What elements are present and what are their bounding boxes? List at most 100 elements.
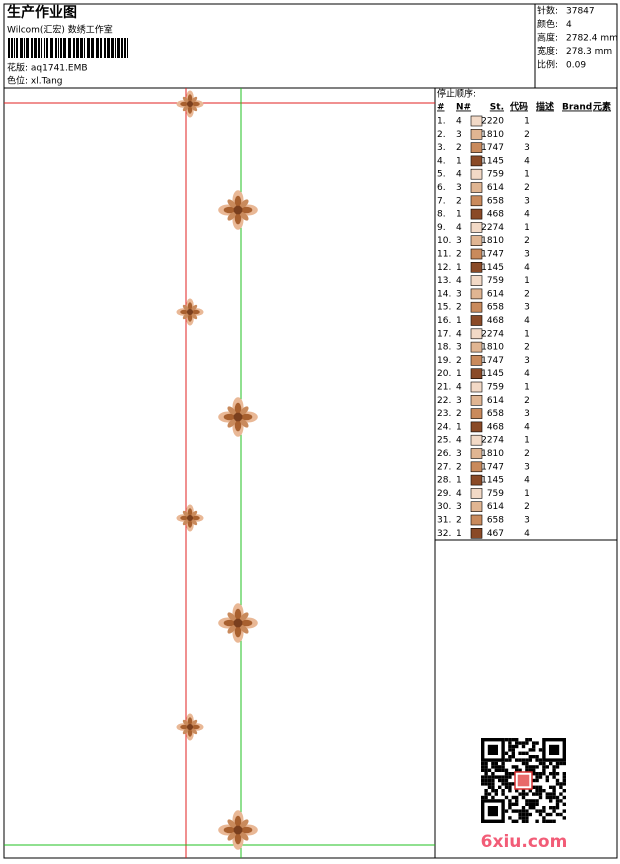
qr-cell bbox=[532, 741, 536, 745]
petal bbox=[234, 402, 242, 416]
qr-cell bbox=[484, 782, 488, 786]
title: 生产作业图 bbox=[7, 4, 77, 21]
qr-cell bbox=[504, 782, 509, 786]
stitch-count: 1810 bbox=[481, 449, 504, 459]
qr-cell bbox=[538, 795, 543, 800]
color-swatch bbox=[470, 328, 483, 340]
qr-cell bbox=[528, 758, 532, 762]
row-index: 16. bbox=[437, 316, 451, 326]
qr-cell bbox=[562, 772, 566, 776]
needle: 1 bbox=[456, 422, 462, 432]
qr-cell bbox=[494, 768, 498, 772]
qr-cell bbox=[481, 795, 485, 800]
qr-cell bbox=[545, 778, 549, 783]
row-index: 20. bbox=[437, 369, 451, 379]
stitch-count: 614 bbox=[487, 183, 504, 193]
stitch-count: 1145 bbox=[481, 369, 504, 379]
row-index: 19. bbox=[437, 356, 451, 366]
code: 1 bbox=[524, 383, 530, 393]
stitch-count: 2274 bbox=[481, 436, 504, 446]
qr-cell bbox=[549, 761, 553, 766]
qr-cell bbox=[528, 748, 532, 752]
qr-cell bbox=[535, 792, 539, 796]
qr-cell bbox=[501, 768, 505, 772]
qr-cell bbox=[501, 765, 505, 769]
row-index: 14. bbox=[437, 289, 451, 299]
qr-cell bbox=[555, 765, 560, 769]
code: 3 bbox=[524, 409, 530, 419]
qr-cell bbox=[501, 778, 505, 783]
leaf bbox=[239, 624, 249, 634]
qr-cell bbox=[498, 765, 502, 769]
qr-cell bbox=[508, 738, 512, 742]
needle: 1 bbox=[456, 529, 462, 539]
stat-label: 宽度: bbox=[537, 45, 558, 57]
code: 2 bbox=[524, 130, 530, 140]
qr-cell bbox=[552, 792, 556, 796]
row-index: 28. bbox=[437, 476, 451, 486]
stitch-count: 1810 bbox=[481, 343, 504, 353]
qr-cell bbox=[549, 785, 553, 789]
petal bbox=[180, 515, 190, 521]
leaf bbox=[191, 728, 198, 735]
qr-cell bbox=[481, 765, 485, 769]
qr-cell bbox=[501, 789, 505, 793]
qr-cell bbox=[508, 744, 512, 749]
qr-cell bbox=[521, 789, 526, 793]
bar bbox=[55, 38, 57, 58]
leaf bbox=[227, 612, 237, 622]
qr-cell bbox=[535, 799, 539, 803]
needle: 4 bbox=[456, 489, 462, 499]
code: 2 bbox=[524, 183, 530, 193]
needle: 3 bbox=[456, 289, 462, 299]
qr-cell bbox=[508, 806, 512, 810]
qr-cell bbox=[521, 806, 526, 810]
column-header: Brand bbox=[562, 103, 592, 113]
code: 2 bbox=[524, 289, 530, 299]
row-index: 18. bbox=[437, 343, 451, 353]
color-swatch bbox=[470, 421, 483, 433]
petal bbox=[239, 619, 253, 627]
qr-cell bbox=[521, 809, 526, 813]
qr-cell bbox=[532, 792, 536, 796]
qr-cell bbox=[508, 775, 512, 779]
petal bbox=[234, 831, 242, 845]
qr-cell bbox=[494, 765, 498, 769]
needle: 3 bbox=[456, 236, 462, 246]
code: 3 bbox=[524, 516, 530, 526]
needle: 2 bbox=[456, 196, 462, 206]
qr-cell bbox=[555, 799, 560, 803]
qr-cell bbox=[487, 775, 492, 779]
qr-cell bbox=[504, 809, 509, 813]
center bbox=[187, 724, 193, 730]
needle: 4 bbox=[456, 117, 462, 127]
stitch-count: 1747 bbox=[481, 356, 504, 366]
bar bbox=[96, 38, 99, 58]
color-swatch bbox=[470, 461, 483, 473]
row-index: 27. bbox=[437, 462, 451, 472]
qr-cell bbox=[535, 819, 539, 823]
qr-cell bbox=[545, 812, 549, 817]
stitch-count: 614 bbox=[487, 502, 504, 512]
qr-cell bbox=[484, 761, 488, 766]
qr-cell bbox=[508, 741, 512, 745]
petal bbox=[190, 101, 200, 107]
qr-cell bbox=[511, 748, 515, 752]
qr-cell bbox=[525, 761, 529, 766]
petal bbox=[187, 518, 193, 528]
qr-cell bbox=[549, 772, 553, 776]
qr-cell bbox=[508, 782, 512, 786]
leaf bbox=[182, 313, 189, 320]
bar bbox=[34, 38, 37, 58]
qr-cell bbox=[504, 795, 509, 800]
needle: 3 bbox=[456, 396, 462, 406]
row-index: 23. bbox=[437, 409, 451, 419]
petal bbox=[223, 619, 237, 627]
qr-cell bbox=[501, 761, 505, 766]
qr-cell bbox=[528, 806, 532, 810]
motif bbox=[218, 603, 258, 643]
qr-cell bbox=[528, 812, 532, 817]
center bbox=[233, 618, 243, 628]
code: 4 bbox=[524, 316, 530, 326]
stat-value: 2782.4 mm bbox=[566, 34, 618, 44]
